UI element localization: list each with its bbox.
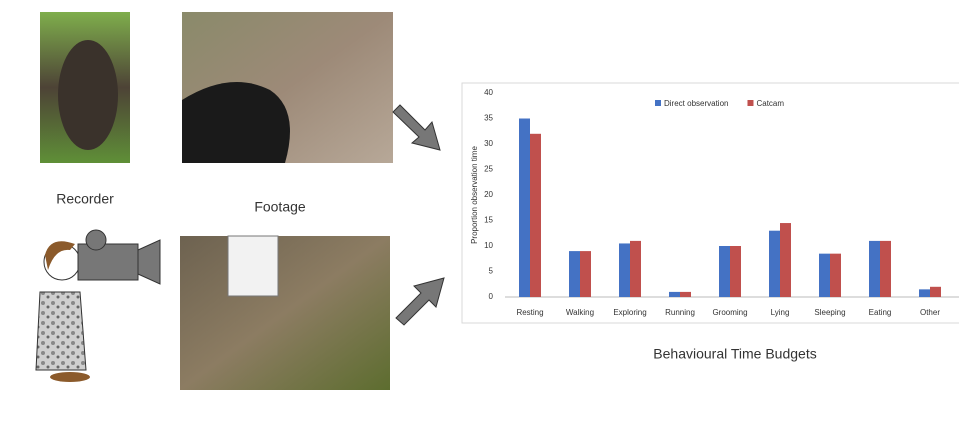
bar: [680, 291, 691, 297]
bar: [569, 251, 580, 297]
x-tick-label: Running: [665, 308, 695, 317]
x-tick-label: Lying: [771, 308, 790, 317]
bar: [819, 253, 830, 297]
bar: [730, 246, 741, 297]
legend-swatch: [655, 100, 661, 106]
bar: [619, 243, 630, 297]
y-tick-label: 40: [484, 88, 493, 97]
y-tick-label: 35: [484, 114, 493, 123]
bar: [580, 251, 591, 297]
x-tick-label: Resting: [516, 308, 543, 317]
x-tick-label: Sleeping: [814, 308, 845, 317]
x-tick-label: Exploring: [613, 308, 646, 317]
observer-cartoon: [35, 229, 161, 382]
bar: [780, 223, 791, 297]
bar: [630, 240, 641, 297]
y-axis-label: Proportion observation time: [470, 146, 479, 244]
y-tick-label: 30: [484, 139, 493, 148]
bar: [519, 118, 530, 297]
arrow: [395, 277, 445, 326]
y-tick-label: 5: [489, 267, 494, 276]
bar: [880, 240, 891, 297]
cat-shadow: [182, 82, 290, 163]
arrow: [392, 104, 441, 151]
y-tick-label: 10: [484, 241, 493, 250]
legend-swatch: [747, 100, 754, 106]
chart-caption: Behavioural Time Budgets: [653, 346, 816, 362]
bar: [869, 240, 880, 297]
observation-photo: [180, 236, 390, 390]
bar: [830, 253, 841, 297]
legend-label: Catcam: [756, 99, 784, 108]
bar: [669, 291, 680, 297]
bar: [530, 133, 541, 297]
footage-label: Footage: [254, 199, 306, 215]
window: [227, 235, 279, 297]
chart: 0 5 10 15 20 25 30 35 40 Resting Walking Exploring R…: [484, 88, 959, 317]
bar: [919, 289, 930, 297]
y-tick-label: 0: [489, 292, 494, 301]
y-tick-label: 20: [484, 190, 493, 199]
bar: [769, 230, 780, 297]
recorder-label: Recorder: [56, 191, 114, 207]
x-tick-label: Other: [920, 308, 940, 317]
legend-label: Direct observation: [664, 99, 728, 108]
x-tick-label: Walking: [566, 308, 594, 317]
y-tick-label: 15: [484, 216, 493, 225]
x-tick-label: Grooming: [712, 308, 747, 317]
bar: [930, 286, 941, 297]
chart-frame: [461, 82, 959, 324]
bar: [719, 246, 730, 297]
x-tick-label: Eating: [869, 308, 892, 317]
y-tick-label: 25: [484, 165, 493, 174]
cat: [58, 40, 118, 150]
